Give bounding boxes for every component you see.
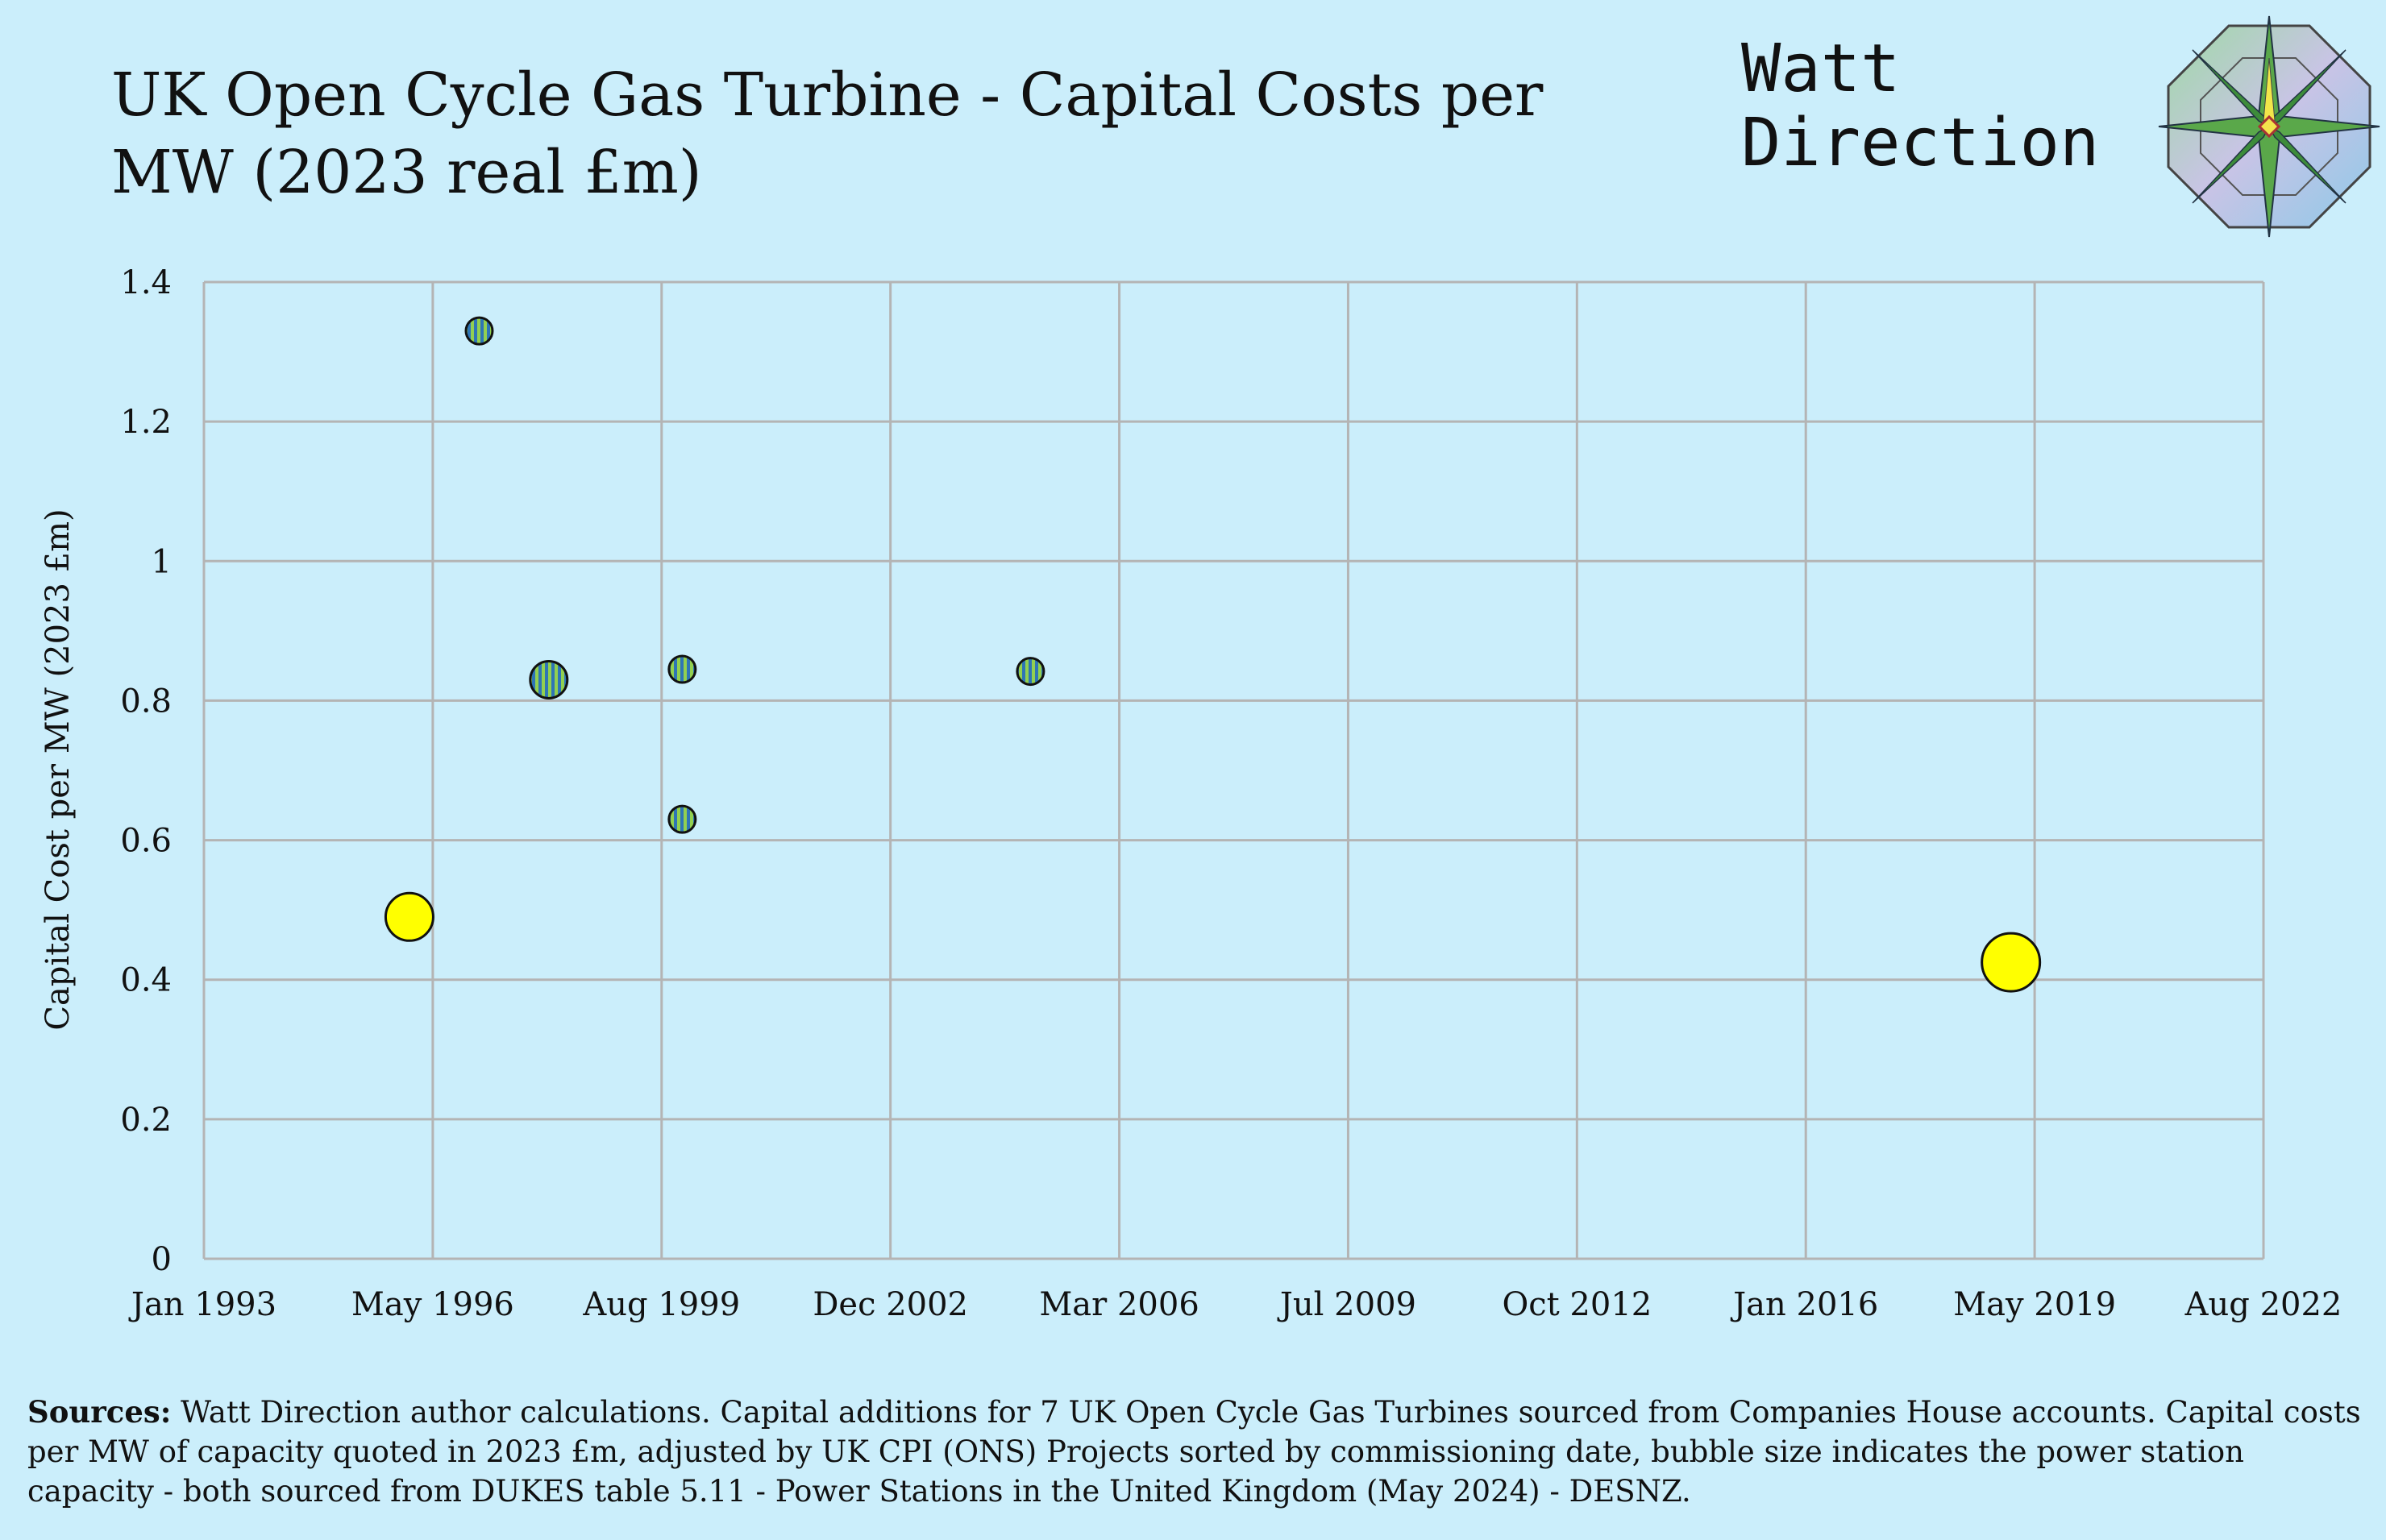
brand-line-2: Direction bbox=[1741, 105, 2100, 181]
sources-note: Sources: Watt Direction author calculati… bbox=[27, 1393, 2365, 1511]
y-tick-label: 1 bbox=[152, 543, 172, 580]
bubble-point bbox=[667, 804, 697, 834]
y-tick-label: 1.2 bbox=[120, 404, 172, 441]
x-tick-label: Oct 2012 bbox=[1502, 1286, 1652, 1323]
x-tick-label: May 2019 bbox=[1953, 1286, 2116, 1323]
y-tick-label: 0.6 bbox=[120, 823, 172, 860]
x-tick-label: Dec 2002 bbox=[813, 1286, 968, 1323]
x-tick-label: Aug 1999 bbox=[582, 1286, 740, 1323]
x-tick-label: Jan 2016 bbox=[1730, 1286, 1878, 1323]
y-tick-label: 1.4 bbox=[120, 264, 172, 301]
bubble-point bbox=[1981, 932, 2042, 993]
y-tick-label: 0 bbox=[152, 1241, 172, 1278]
brand-wordmark: Watt Direction bbox=[1741, 32, 2099, 181]
bubble-point bbox=[384, 891, 434, 942]
x-tick-label: Jan 1993 bbox=[128, 1286, 276, 1323]
bubble-chart: 0 0.2 0.4 0.6 0.8 1 1.2 1.4 Jan 1993 May 1996 Aug… bbox=[120, 264, 2342, 1323]
y-tick-label: 0.2 bbox=[120, 1102, 172, 1139]
bubble-point bbox=[464, 316, 494, 346]
bubble-point bbox=[529, 659, 569, 699]
y-tick-label: 0.8 bbox=[120, 683, 172, 720]
x-tick-label: Jul 2009 bbox=[1277, 1286, 1416, 1323]
y-tick-label: 0.4 bbox=[120, 962, 172, 999]
x-tick-label: Aug 2022 bbox=[2184, 1286, 2342, 1323]
brand-line-1: Watt bbox=[1741, 31, 1901, 107]
x-tick-label: May 1996 bbox=[351, 1286, 514, 1323]
chart-title: UK Open Cycle Gas Turbine - Capital Cost… bbox=[111, 60, 1544, 207]
bubble-point bbox=[667, 654, 697, 684]
sources-label: Sources: bbox=[27, 1394, 172, 1430]
compass-logo-icon bbox=[2158, 15, 2380, 238]
bubble-point bbox=[1016, 657, 1045, 687]
x-tick-label: Mar 2006 bbox=[1039, 1286, 1199, 1323]
sources-text: Watt Direction author calculations. Capi… bbox=[27, 1395, 2361, 1509]
